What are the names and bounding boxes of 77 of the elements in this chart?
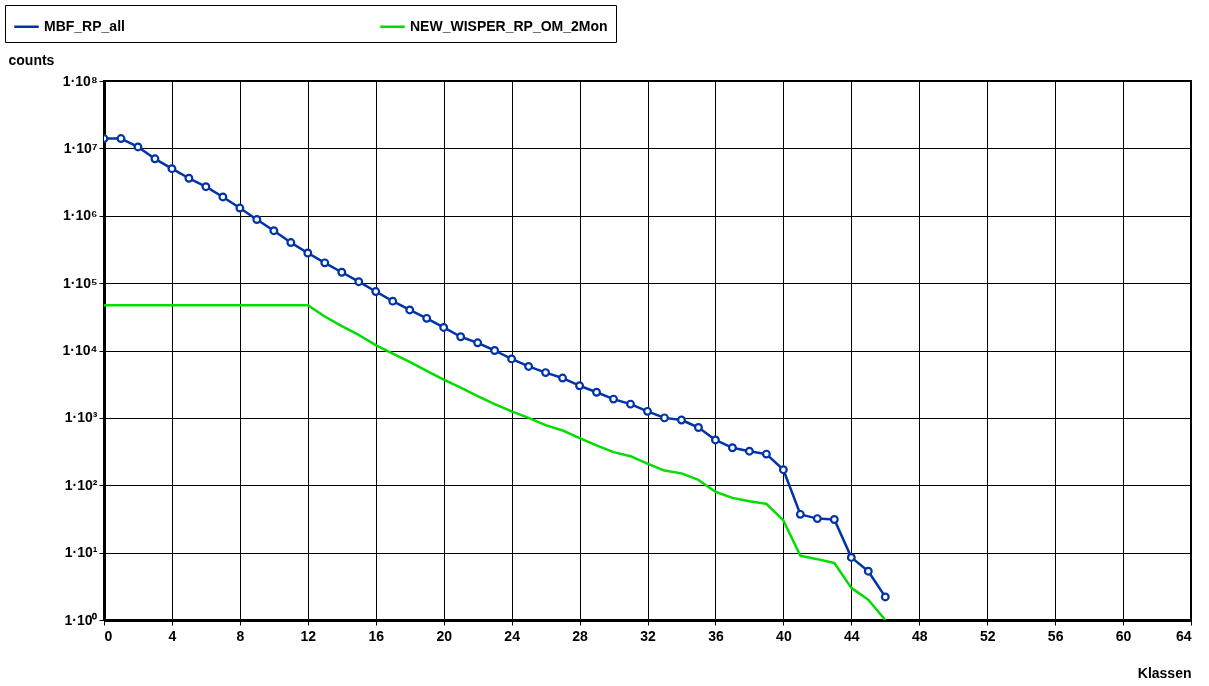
point [422,313,432,323]
point [371,287,381,296]
x-tick-label: 64 [1175,627,1192,644]
point [660,413,669,423]
point [710,435,720,445]
point [303,248,313,258]
point [541,368,551,378]
x-tick-label: 28 [572,627,589,644]
point [320,258,330,268]
point [694,423,703,432]
y-tick-label: 1·10⁴ [62,342,98,358]
x-tick-label: 20 [436,627,453,644]
y-tick-label: 1·10⁷ [63,139,98,156]
x-tick-label: 48 [911,627,928,644]
point [727,443,737,453]
point [778,465,788,475]
x-tick-label: 4 [168,627,177,644]
x-tick-label: 56 [1047,627,1064,644]
y-tick-label: 1·10⁸ [62,72,98,89]
point [150,154,160,164]
x-tick-label: 16 [368,627,385,644]
point [677,415,686,425]
point [795,509,805,519]
point [812,514,822,524]
point [167,164,177,174]
x-tick-label: 44 [844,627,860,644]
x-tick-label: 60 [1115,627,1132,644]
point [405,305,415,315]
point [218,192,228,202]
y-tick-label: 1·10⁵ [62,274,98,291]
legend-label: NEW_WISPER_RP_OM_2Mon [410,17,608,34]
x-axis-title: Klassen [1137,664,1192,681]
point [609,394,618,404]
x-tick-label: 12 [300,627,317,644]
point [133,142,143,152]
x-tick-label: 24 [504,627,521,644]
point [829,515,839,524]
point [575,381,585,391]
x-tick-label: 36 [708,627,724,644]
point [286,238,296,248]
y-tick-label: 1·10² [64,476,98,493]
point [388,296,398,306]
point [626,399,635,409]
point [184,173,194,183]
point [490,346,500,355]
point [744,446,754,456]
point [235,203,245,213]
point [643,406,652,416]
point [473,338,483,348]
x-tick-label: 0 [104,627,113,644]
point [846,552,856,562]
point [880,592,890,602]
point [439,322,449,332]
point [524,361,534,371]
point [354,277,364,287]
point [252,215,262,224]
y-tick-label: 1·10⁶ [63,207,98,224]
y-tick-label: 1·10¹ [64,544,98,561]
point [761,449,771,459]
point [863,566,873,576]
point [337,267,347,277]
y-tick-label: 1·10⁰ [64,611,98,628]
x-tick-label: 52 [979,627,996,644]
y-tick-label: 1·10³ [64,409,98,426]
y-axis-title: counts [8,51,55,68]
point [507,354,517,364]
point [456,332,466,342]
x-tick-label: 8 [236,627,245,644]
point [269,226,279,236]
point [558,373,568,383]
point [116,134,126,143]
x-tick-label: 32 [640,627,656,644]
point [201,182,211,192]
legend-label: MBF_RP_all [44,17,125,34]
line-series [104,303,887,620]
x-tick-label: 40 [776,627,792,644]
point [592,387,601,397]
